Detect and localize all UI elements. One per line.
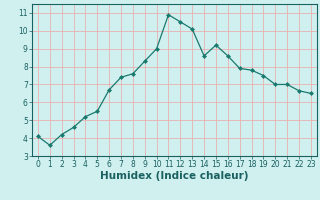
X-axis label: Humidex (Indice chaleur): Humidex (Indice chaleur) (100, 171, 249, 181)
